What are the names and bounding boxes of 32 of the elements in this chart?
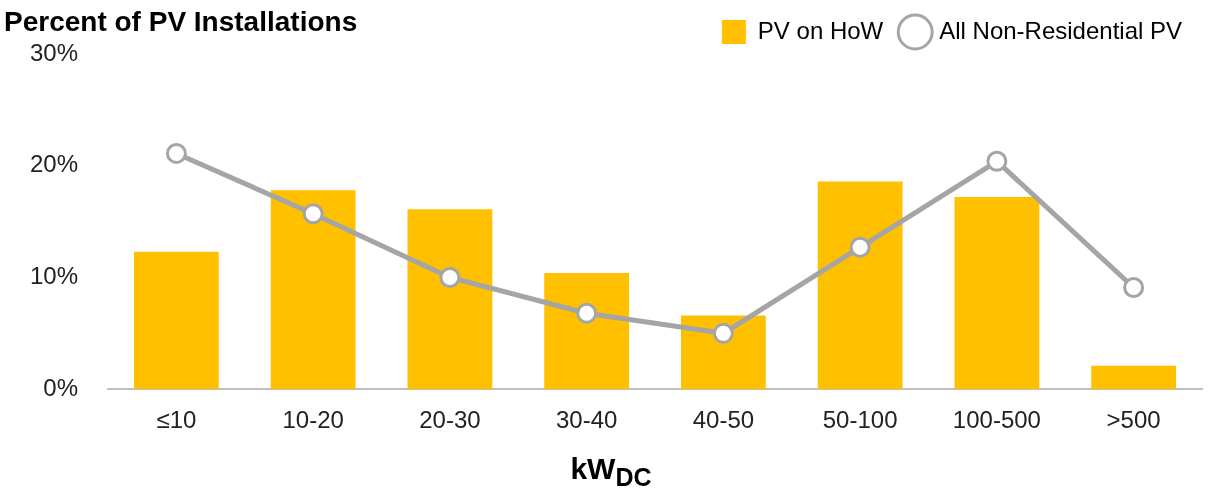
point <box>439 266 461 288</box>
x-tick-label: ≤10 <box>156 406 197 434</box>
y-tick-label: 20% <box>29 150 79 178</box>
legend-label: PV on HoW <box>757 16 884 44</box>
legend-label: All Non-Residential PV <box>939 16 1182 44</box>
point <box>986 150 1008 172</box>
point <box>165 142 187 164</box>
x-tick-label: 30-40 <box>555 406 618 434</box>
point <box>849 236 871 258</box>
bar <box>681 315 766 390</box>
bar <box>954 197 1040 390</box>
y-tick-label: 30% <box>29 38 79 66</box>
bar <box>544 273 630 390</box>
bar <box>270 190 356 390</box>
y-tick-label: 0% <box>43 373 79 401</box>
y-tick-label: 10% <box>29 262 79 290</box>
point <box>302 203 324 225</box>
chart-title: Percent of PV Installations <box>4 6 358 38</box>
x-tick-label: 20-30 <box>419 406 481 434</box>
bar <box>134 251 219 390</box>
bar <box>1091 365 1177 390</box>
bar <box>407 209 493 390</box>
x-tick-label: 100-500 <box>952 406 1041 434</box>
bar <box>817 181 903 390</box>
x-tick-label: 50-100 <box>822 406 898 434</box>
x-tick-label: 10-20 <box>282 406 344 434</box>
point <box>712 322 734 344</box>
x-tick-label: 40-50 <box>692 406 755 434</box>
x-axis-title: kW$_{DC}$ <box>569 452 653 492</box>
point <box>1123 277 1145 299</box>
x-tick-label: >500 <box>1106 406 1161 434</box>
point <box>576 302 598 324</box>
